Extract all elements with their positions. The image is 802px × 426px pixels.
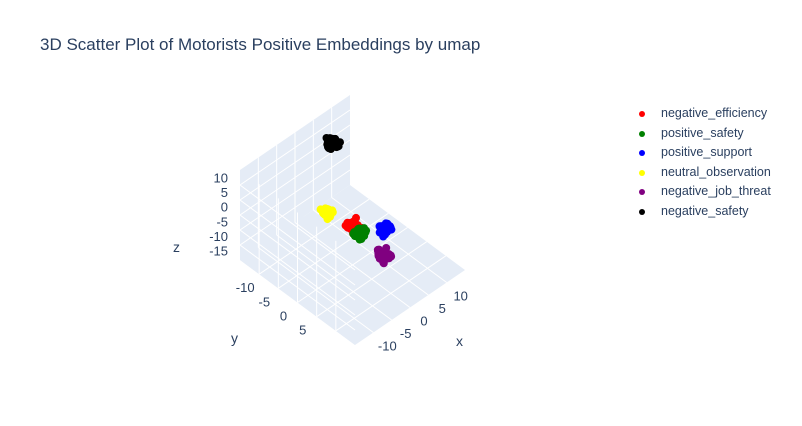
series-positive_support xyxy=(375,219,396,241)
legend-label: positive_support xyxy=(661,145,753,159)
z-tick-label: 10 xyxy=(214,171,228,186)
legend-label: positive_safety xyxy=(661,125,744,140)
x-tick-label: -5 xyxy=(400,326,412,341)
data-point xyxy=(378,224,387,233)
x-tick-label: 10 xyxy=(453,289,467,304)
data-point xyxy=(386,223,395,232)
legend-marker xyxy=(639,111,645,117)
data-points xyxy=(316,134,396,268)
series-negative_job_threat xyxy=(373,244,396,268)
y-tick-label: -10 xyxy=(236,280,255,295)
x-tick-label: 5 xyxy=(439,301,446,316)
y-tick-label: -5 xyxy=(259,294,271,309)
z-tick-label: -5 xyxy=(216,214,228,229)
legend-marker xyxy=(639,169,645,176)
floor-grid-line xyxy=(258,198,370,275)
legend-marker xyxy=(639,150,645,156)
legend-marker xyxy=(639,208,645,215)
legend-marker xyxy=(639,130,645,137)
z-tick-label: -15 xyxy=(209,243,228,258)
z-tick-label: 5 xyxy=(221,185,228,200)
x-axis-title: x xyxy=(456,333,463,349)
z-axis-title: z xyxy=(173,239,180,255)
wall-grid-line xyxy=(239,184,356,271)
y-tick-label: 0 xyxy=(280,309,287,324)
legend-label: neutral_observation xyxy=(661,164,771,179)
y-tick-label: 5 xyxy=(299,323,306,338)
z-tick-label: 0 xyxy=(221,200,228,215)
data-point xyxy=(381,250,390,259)
chart-title: 3D Scatter Plot of Motorists Positive Em… xyxy=(40,35,481,54)
x-tick-label: 0 xyxy=(420,314,427,329)
data-point xyxy=(329,138,338,147)
x-tick-label: -10 xyxy=(378,339,397,354)
data-point xyxy=(355,226,364,235)
y-axis-title: y xyxy=(231,330,238,346)
data-point xyxy=(324,208,333,217)
wall-grid-line xyxy=(239,109,351,186)
data-point xyxy=(355,235,364,244)
series-positive_safety xyxy=(349,224,371,244)
legend-label: negative_safety xyxy=(661,203,749,218)
z-tick-label: -10 xyxy=(209,229,228,244)
grid-lines xyxy=(239,107,447,333)
legend-marker xyxy=(639,189,645,195)
legend-label: negative_efficiency xyxy=(661,106,768,120)
series-negative_safety xyxy=(322,134,344,153)
series-neutral_observation xyxy=(316,204,337,224)
legend-label: negative_job_threat xyxy=(661,184,771,198)
